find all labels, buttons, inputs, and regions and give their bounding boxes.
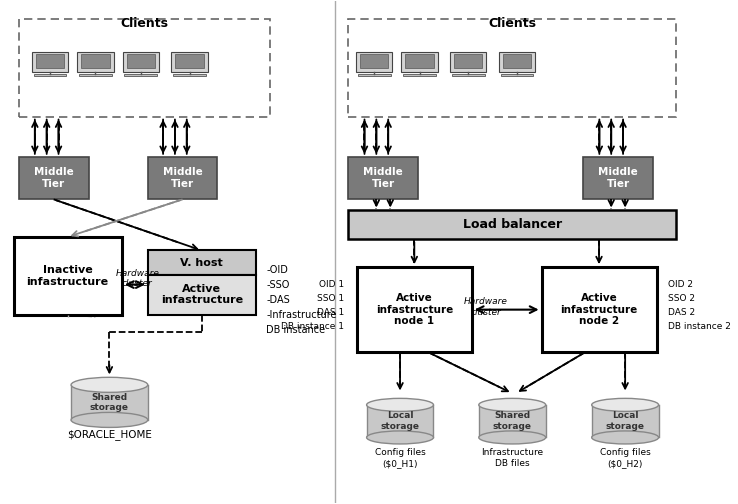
- Bar: [77, 51, 114, 73]
- Text: -DAS: -DAS: [266, 295, 290, 304]
- Bar: [454, 54, 483, 68]
- Bar: [503, 54, 531, 68]
- Text: Load balancer: Load balancer: [463, 218, 562, 231]
- Text: Config files
($0_H2): Config files ($0_H2): [600, 449, 650, 468]
- Bar: [176, 54, 204, 68]
- Bar: [125, 74, 157, 76]
- Bar: [36, 54, 64, 68]
- Text: Clients: Clients: [489, 18, 537, 30]
- Text: Active
infastructure
node 2: Active infastructure node 2: [560, 293, 638, 326]
- Bar: [79, 74, 111, 76]
- Text: DAS 2: DAS 2: [669, 308, 695, 317]
- Text: $ORACLE_HOME: $ORACLE_HOME: [67, 429, 152, 440]
- Text: DB instance 1: DB instance 1: [281, 322, 345, 331]
- Bar: [542, 267, 657, 352]
- Bar: [405, 54, 434, 68]
- Bar: [452, 74, 485, 76]
- Text: DB instance 2: DB instance 2: [669, 322, 731, 331]
- Text: Shared
storage: Shared storage: [493, 411, 532, 431]
- Bar: [348, 19, 676, 116]
- Bar: [148, 250, 256, 275]
- Text: Shared
storage: Shared storage: [90, 393, 129, 412]
- Bar: [127, 54, 155, 68]
- Bar: [18, 157, 89, 200]
- Bar: [81, 54, 110, 68]
- Ellipse shape: [479, 398, 545, 411]
- Bar: [348, 157, 418, 200]
- Bar: [32, 51, 69, 73]
- Bar: [348, 210, 676, 239]
- Bar: [450, 51, 486, 73]
- Text: OID 1: OID 1: [319, 280, 345, 289]
- Text: V. host: V. host: [180, 258, 223, 268]
- Text: SSO 1: SSO 1: [317, 294, 345, 303]
- Text: Infrastructure
DB files: Infrastructure DB files: [481, 449, 543, 468]
- Bar: [499, 51, 535, 73]
- Bar: [583, 157, 653, 200]
- Text: Middle
Tier: Middle Tier: [162, 167, 202, 189]
- Bar: [358, 74, 390, 76]
- Text: Active
infastructure: Active infastructure: [161, 284, 243, 305]
- Text: -Infrastructure: -Infrastructure: [266, 309, 337, 320]
- Bar: [14, 237, 122, 314]
- Bar: [360, 54, 388, 68]
- Bar: [171, 51, 207, 73]
- Ellipse shape: [71, 377, 148, 392]
- Bar: [367, 405, 433, 437]
- Text: Middle
Tier: Middle Tier: [363, 167, 403, 189]
- Ellipse shape: [367, 398, 433, 411]
- Text: SSO 2: SSO 2: [669, 294, 695, 303]
- Text: DAS 1: DAS 1: [317, 308, 345, 317]
- Text: Local
storage: Local storage: [381, 411, 419, 431]
- Text: Hardware
cluster: Hardware cluster: [463, 297, 508, 317]
- Bar: [501, 74, 534, 76]
- Bar: [18, 19, 269, 116]
- Text: -SSO: -SSO: [266, 280, 289, 290]
- Bar: [357, 267, 472, 352]
- Bar: [401, 51, 438, 73]
- Bar: [403, 74, 436, 76]
- Bar: [34, 74, 66, 76]
- Bar: [356, 51, 393, 73]
- Bar: [479, 405, 545, 437]
- Bar: [148, 275, 256, 314]
- Bar: [592, 405, 658, 437]
- Text: DB instance: DB instance: [266, 325, 325, 335]
- Text: OID 2: OID 2: [669, 280, 694, 289]
- Text: -OID: -OID: [266, 265, 288, 275]
- Bar: [173, 74, 206, 76]
- Text: Local
storage: Local storage: [606, 411, 645, 431]
- Text: Active
infastructure
node 1: Active infastructure node 1: [376, 293, 453, 326]
- Bar: [148, 157, 218, 200]
- Text: Middle
Tier: Middle Tier: [34, 167, 74, 189]
- Text: Config files
($0_H1): Config files ($0_H1): [375, 449, 425, 468]
- Ellipse shape: [592, 398, 658, 411]
- Bar: [71, 385, 148, 420]
- Text: Middle
Tier: Middle Tier: [599, 167, 638, 189]
- Text: Inactive
infastructure: Inactive infastructure: [27, 265, 108, 287]
- Text: Clients: Clients: [120, 18, 168, 30]
- Bar: [123, 51, 159, 73]
- Text: Hardware
cluster: Hardware cluster: [115, 269, 159, 288]
- Ellipse shape: [367, 431, 433, 444]
- Ellipse shape: [592, 431, 658, 444]
- Ellipse shape: [71, 412, 148, 427]
- Ellipse shape: [479, 431, 545, 444]
